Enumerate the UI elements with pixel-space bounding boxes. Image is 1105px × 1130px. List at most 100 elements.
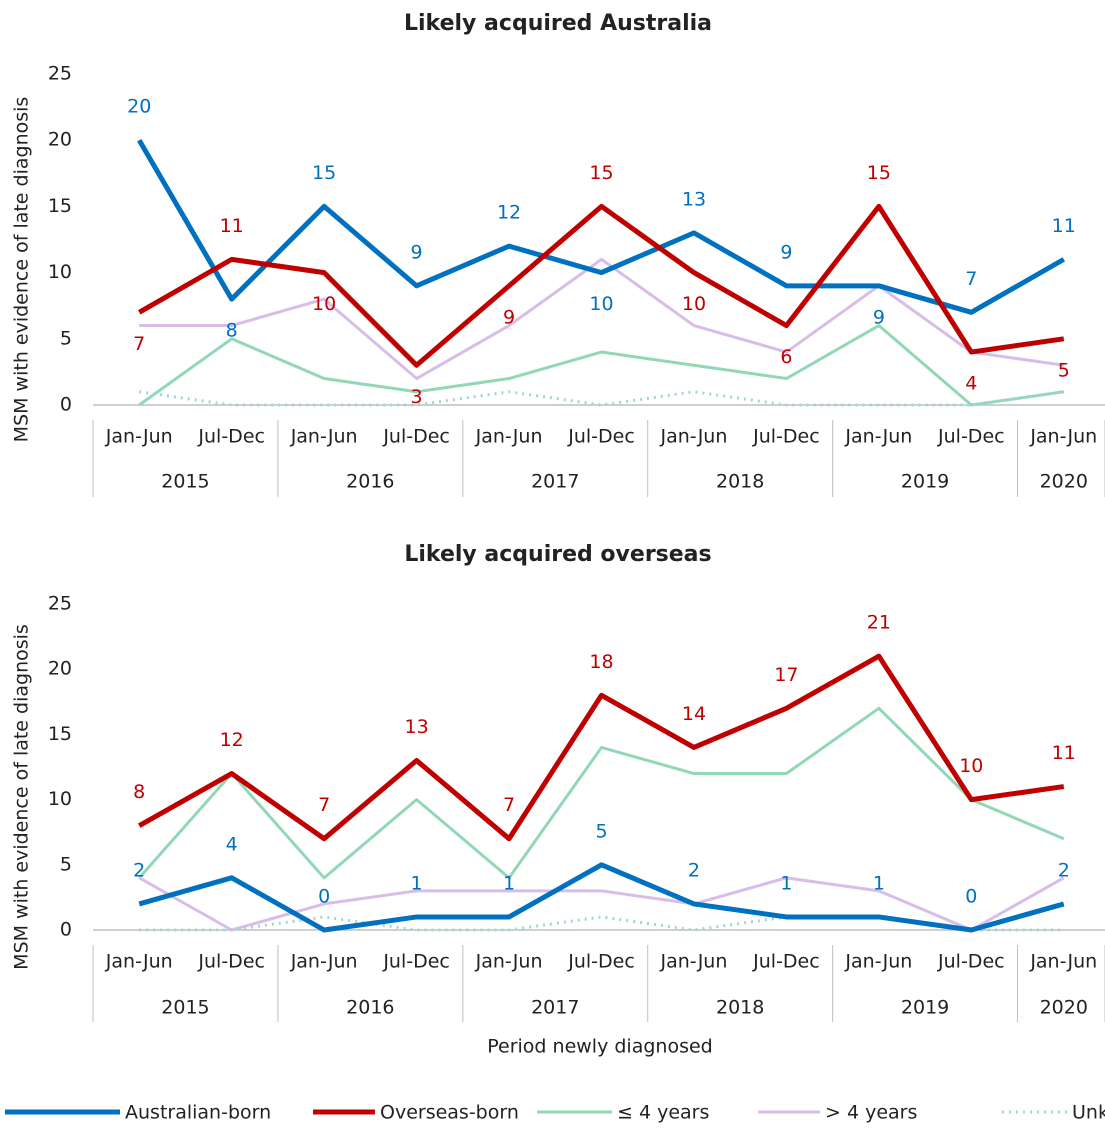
x-tick-label: Jan-Jun	[290, 426, 358, 448]
legend-label: ≤ 4 years	[617, 1102, 709, 1124]
y-tick-label: 0	[60, 394, 72, 416]
x-tick-label: Jan-Jun	[1029, 426, 1097, 448]
y-tick-label: 10	[48, 261, 72, 283]
x-axis-title: Period newly diagnosed	[487, 1036, 712, 1058]
y-tick-label: 20	[48, 129, 72, 151]
x-tick-label: Jan-Jun	[660, 426, 728, 448]
data-label: 1	[411, 872, 423, 894]
data-label: 4	[965, 373, 977, 395]
data-label: 11	[220, 215, 244, 237]
data-label: 9	[780, 241, 792, 263]
year-label: 2018	[716, 997, 764, 1019]
x-tick-label: Jul-Dec	[937, 951, 1005, 973]
data-label: 7	[965, 268, 977, 290]
data-label: 10	[959, 755, 983, 777]
year-label: 2016	[346, 471, 394, 493]
data-label: 8	[133, 781, 145, 803]
data-label: 12	[220, 729, 244, 751]
x-tick-label: Jul-Dec	[197, 426, 265, 448]
data-label: 4	[226, 833, 238, 855]
y-axis-title: MSM with evidence of late diagnosis	[11, 97, 33, 443]
year-label: 2020	[1040, 997, 1088, 1019]
data-label: 9	[873, 306, 885, 328]
y-tick-label: 25	[48, 593, 72, 615]
series-line	[138, 862, 1065, 933]
data-label: 14	[682, 703, 706, 725]
series-line	[139, 915, 1064, 932]
data-label: 9	[411, 241, 423, 263]
y-tick-label: 5	[60, 853, 72, 875]
year-label: 2018	[716, 471, 764, 493]
x-tick-label: Jan-Jun	[844, 951, 912, 973]
legend-label: Australian-born	[125, 1102, 271, 1124]
series-line	[138, 706, 1065, 880]
y-axis-title: MSM with evidence of late diagnosis	[11, 624, 33, 970]
x-tick-label: Jan-Jun	[290, 951, 358, 973]
data-label: 21	[867, 612, 891, 634]
data-label: 6	[780, 346, 792, 368]
data-label: 17	[774, 664, 798, 686]
data-label: 20	[127, 96, 151, 118]
x-tick-label: Jul-Dec	[382, 951, 450, 973]
data-label: 11	[1052, 215, 1076, 237]
data-label: 9	[503, 306, 515, 328]
x-tick-label: Jan-Jun	[1029, 951, 1097, 973]
data-label: 15	[867, 162, 891, 184]
x-tick-label: Jan-Jun	[475, 426, 543, 448]
data-label: 7	[318, 794, 330, 816]
x-tick-label: Jul-Dec	[752, 426, 820, 448]
x-tick-label: Jul-Dec	[937, 426, 1005, 448]
year-label: 2015	[161, 471, 209, 493]
data-label: 10	[312, 293, 336, 315]
year-label: 2017	[531, 471, 579, 493]
data-label: 1	[873, 872, 885, 894]
legend-label: Overseas-born	[380, 1102, 519, 1124]
year-label: 2019	[901, 997, 949, 1019]
data-label: 11	[1052, 742, 1076, 764]
data-label: 12	[497, 202, 521, 224]
year-label: 2017	[531, 997, 579, 1019]
y-tick-label: 10	[48, 788, 72, 810]
year-label: 2020	[1040, 471, 1088, 493]
x-tick-label: Jan-Jun	[660, 951, 728, 973]
x-tick-label: Jan-Jun	[475, 951, 543, 973]
data-label: 7	[503, 794, 515, 816]
y-tick-label: 0	[60, 919, 72, 941]
x-tick-label: Jan-Jun	[844, 426, 912, 448]
y-tick-label: 25	[48, 63, 72, 85]
legend-label: > 4 years	[825, 1102, 917, 1124]
data-label: 10	[589, 293, 613, 315]
data-label: 5	[595, 820, 607, 842]
x-tick-label: Jul-Dec	[382, 426, 450, 448]
data-label: 10	[682, 293, 706, 315]
y-tick-label: 5	[60, 327, 72, 349]
y-tick-label: 15	[48, 195, 72, 217]
legend-label: Unknown	[1072, 1102, 1105, 1124]
series-line	[137, 653, 1065, 842]
x-tick-label: Jan-Jun	[105, 951, 173, 973]
series-line	[139, 257, 1064, 381]
series-line	[138, 324, 1064, 407]
year-label: 2016	[346, 997, 394, 1019]
series-line	[137, 203, 1065, 368]
data-label: 8	[226, 320, 238, 342]
data-label: 15	[312, 162, 336, 184]
data-label: 5	[1058, 359, 1070, 381]
year-label: 2015	[161, 997, 209, 1019]
y-tick-label: 20	[48, 658, 72, 680]
data-label: 1	[780, 872, 792, 894]
data-label: 2	[1058, 859, 1070, 881]
data-label: 1	[503, 872, 515, 894]
chart-title: Likely acquired Australia	[404, 11, 712, 36]
data-label: 7	[133, 333, 145, 355]
data-label: 15	[589, 162, 613, 184]
series-line	[139, 390, 1064, 407]
x-tick-label: Jul-Dec	[567, 951, 635, 973]
x-tick-label: Jul-Dec	[567, 426, 635, 448]
data-label: 3	[411, 386, 423, 408]
data-label: 0	[318, 886, 330, 908]
year-label: 2019	[901, 471, 949, 493]
x-tick-label: Jan-Jun	[105, 426, 173, 448]
data-label: 2	[133, 859, 145, 881]
